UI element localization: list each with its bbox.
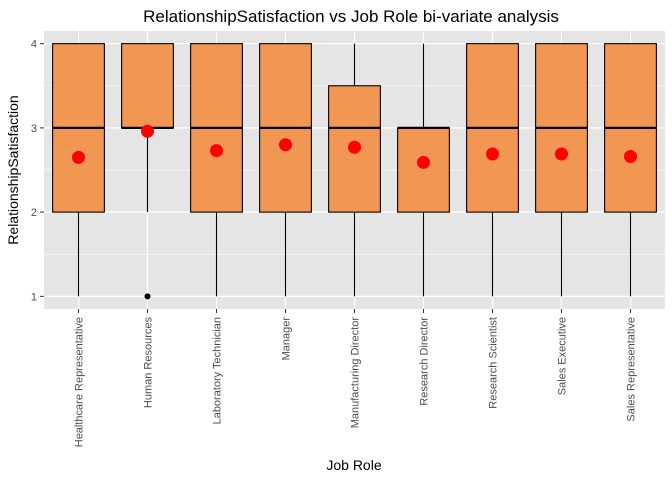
iqr-box — [121, 43, 174, 129]
box-7 — [466, 43, 519, 297]
x-axis-title: Job Role — [326, 457, 381, 473]
box-2 — [121, 43, 174, 300]
y-axis-title: RelationshipSatisfaction — [5, 95, 21, 244]
mean-point — [210, 144, 223, 158]
x-axis: Healthcare Representative Human Resources… — [74, 309, 638, 447]
box-6 — [397, 43, 450, 297]
x-tick-label: Sales Representative — [626, 317, 638, 422]
iqr-box — [397, 127, 450, 213]
box-3 — [190, 43, 243, 297]
outlier-point — [144, 293, 151, 300]
mean-point — [417, 155, 430, 169]
x-tick-label: Human Resources — [143, 317, 155, 409]
mean-point — [555, 147, 568, 161]
box-5 — [328, 43, 381, 297]
y-tick-label: 3 — [31, 123, 37, 135]
mean-point — [348, 140, 361, 154]
x-tick-label: Manager — [281, 317, 293, 361]
x-tick-label: Research Scientist — [488, 317, 500, 409]
box-4 — [259, 43, 312, 297]
chart-title: RelationshipSatisfaction vs Job Role bi-… — [143, 7, 559, 26]
y-tick-label: 4 — [31, 39, 37, 51]
x-tick-label: Manufacturing Director — [350, 317, 362, 429]
mean-point — [141, 124, 154, 138]
box-1 — [52, 43, 105, 297]
x-tick-label: Laboratory Technician — [212, 317, 224, 424]
y-tick-label: 1 — [31, 291, 37, 303]
y-tick-label: 2 — [31, 207, 37, 219]
box-9 — [604, 43, 657, 297]
x-tick-label: Sales Executive — [557, 317, 569, 395]
mean-point — [72, 150, 85, 164]
x-tick-label: Healthcare Representative — [74, 317, 86, 447]
mean-point — [624, 150, 637, 164]
x-tick-label: Research Director — [419, 317, 431, 406]
box-series — [52, 43, 657, 300]
y-axis: 1 2 3 4 — [31, 39, 44, 303]
mean-point — [486, 147, 499, 161]
box-8 — [535, 43, 588, 297]
mean-point — [279, 138, 292, 152]
